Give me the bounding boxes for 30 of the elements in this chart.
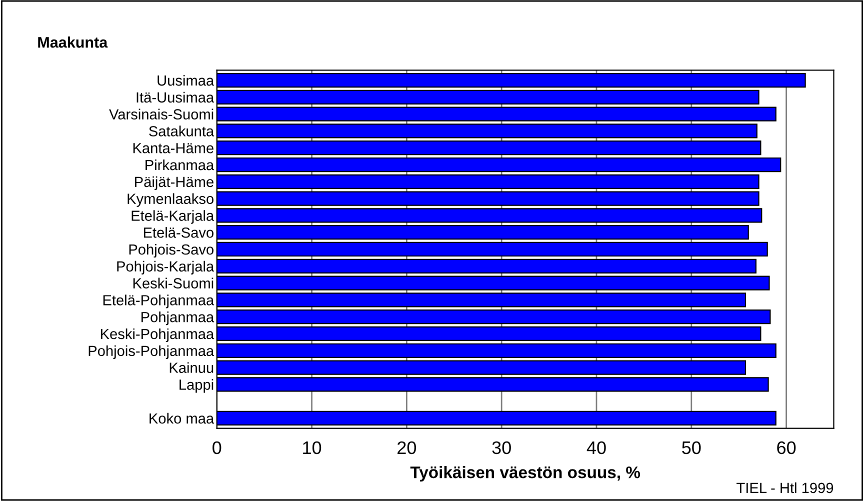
y-tick-label: Pohjanmaa [142,312,214,326]
text: TIEL - Htl 1999 [736,482,834,494]
text: Maakunta [38,36,108,48]
y-tick-label: Uusimaa [158,74,214,86]
x-tick-label: 20 [398,441,416,454]
y-tick-label: Koko maa [150,412,214,424]
y-tick-label: Pirkanmaa [146,159,214,170]
y-tick-label: Keski-Pohjanmaa [100,328,214,342]
y-tick-label: Keski-Suomi [133,278,214,288]
x-tick-label: 40 [586,441,606,454]
x-axis-title: Työikäisen väestön osuus, % [410,466,640,482]
x-tick-label: 50 [682,441,701,454]
y-tick-label: Etelä-Pohjanmaa [103,294,214,308]
y-tick-label: Pohjois-Karjala [117,260,214,274]
y-tick-label: Kainuu [170,362,214,373]
y-tick-label: Kanta-Häme [133,143,214,154]
y-tick-label: Etelä-Savo [144,227,214,238]
y-tick-label: Päijät-Häme [135,176,214,190]
y-tick-label: Lappi [180,379,214,393]
y-tick-label: Varsinais-Suomi [109,108,214,120]
y-tick-label: Satakunta [149,126,214,136]
y-tick-label: Pohjois-Pohjanmaa [88,345,214,359]
y-tick-label: Kymenlaakso [128,193,214,207]
y-tick-label: Itä-Uusimaa [136,92,214,103]
y-tick-label: Etelä-Karjala [132,210,214,224]
x-tick-label: 30 [492,441,511,454]
y-tick-label: Pohjois-Savo [129,244,214,258]
x-tick-label: 0 [212,441,222,454]
x-tick-label: 10 [303,441,322,454]
x-tick-label: 60 [777,441,796,454]
